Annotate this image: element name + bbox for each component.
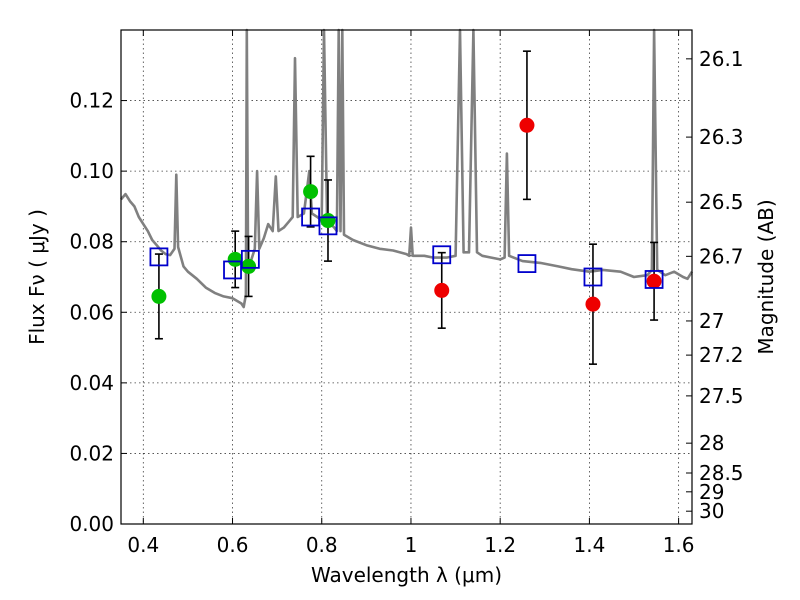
model-point xyxy=(318,216,338,236)
model-point xyxy=(223,260,242,280)
data-point xyxy=(227,251,243,267)
data-point xyxy=(303,184,319,200)
y2-tick-label: 26.3 xyxy=(699,125,744,149)
model-point xyxy=(432,245,452,265)
y-tick-label: 0.00 xyxy=(69,512,114,536)
y-axis-title: Flux Fν ( μJy ) xyxy=(25,209,49,345)
x-tick-label: 1.6 xyxy=(663,533,695,557)
axis-ticks xyxy=(121,30,692,525)
data-point xyxy=(434,282,450,298)
data-point xyxy=(585,296,601,312)
y2-tick-label: 27.5 xyxy=(699,384,744,408)
y2-tick-label: 26.5 xyxy=(699,190,744,214)
y-tick-label: 0.08 xyxy=(69,230,114,254)
y-tick-label: 0.06 xyxy=(69,300,114,324)
x-tick-label: 0.6 xyxy=(217,533,249,557)
y-tick-label: 0.04 xyxy=(69,371,114,395)
x-tick-labels: 0.4 0.6 0.8 1 1.2 1.4 1.6 xyxy=(127,533,694,557)
y2-tick-label: 27.2 xyxy=(699,343,744,367)
x-tick-label: 1.2 xyxy=(484,533,516,557)
y2-tick-label: 26.1 xyxy=(699,47,744,71)
data-point xyxy=(320,213,336,229)
data-point xyxy=(151,288,167,304)
x-tick-label: 1 xyxy=(405,533,418,557)
data-point xyxy=(241,258,257,274)
y-tick-label: 0.10 xyxy=(69,159,114,183)
data-points xyxy=(149,117,664,312)
error-bars xyxy=(154,50,659,365)
y2-tick-label: 28.5 xyxy=(699,461,744,485)
x-tick-label: 1.4 xyxy=(573,533,605,557)
y2-tick-label: 27 xyxy=(699,309,724,333)
y-tick-label: 0.02 xyxy=(69,441,114,465)
y2-tick-label: 28 xyxy=(699,431,724,455)
model-point xyxy=(240,249,260,269)
x-tick-label: 0.8 xyxy=(306,533,338,557)
y2-tick-label: 26.7 xyxy=(699,244,744,268)
grid xyxy=(121,30,692,525)
data-point xyxy=(646,273,662,289)
model-point xyxy=(644,270,664,289)
y-tick-labels: 0.00 0.02 0.04 0.06 0.08 0.10 0.12 xyxy=(69,89,114,536)
model-spectrum xyxy=(120,28,694,309)
y2-axis-title: Magnitude (AB) xyxy=(754,199,778,354)
x-axis-title: Wavelength λ (μm) xyxy=(311,563,502,587)
x-tick-label: 0.4 xyxy=(127,533,159,557)
y-tick-label: 0.12 xyxy=(69,89,114,113)
y2-tick-label: 30 xyxy=(699,499,724,523)
data-point xyxy=(519,117,535,133)
y2-tick-label: 29 xyxy=(699,480,724,504)
model-spectrum-line xyxy=(120,28,694,309)
model-point xyxy=(517,254,537,273)
model-point xyxy=(583,267,603,287)
plot-frame xyxy=(120,29,693,525)
model-point xyxy=(149,247,169,267)
